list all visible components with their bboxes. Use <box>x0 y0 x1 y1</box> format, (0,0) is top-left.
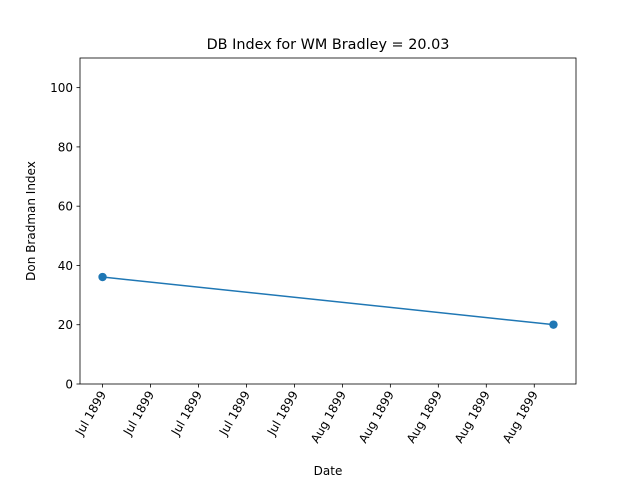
plot-frame <box>79 57 577 385</box>
axes <box>79 57 577 385</box>
plot-area <box>98 272 558 329</box>
x-axis-label: Date <box>314 464 343 478</box>
y-tick-label: 60 <box>58 200 73 214</box>
y-tick-label: 80 <box>58 140 73 154</box>
y-axis-label: Don Bradman Index <box>24 161 38 281</box>
y-axis: 0 20 40 60 80 100 <box>50 81 80 392</box>
y-tick-label: 20 <box>58 318 73 332</box>
y-tick-label: 100 <box>50 81 73 95</box>
series-line <box>102 276 554 326</box>
data-point <box>98 272 107 282</box>
chart-title: DB Index for WM Bradley = 20.03 <box>207 37 450 53</box>
y-tick-label: 40 <box>58 259 73 273</box>
data-point <box>549 320 558 329</box>
y-tick-label: 0 <box>65 378 73 392</box>
